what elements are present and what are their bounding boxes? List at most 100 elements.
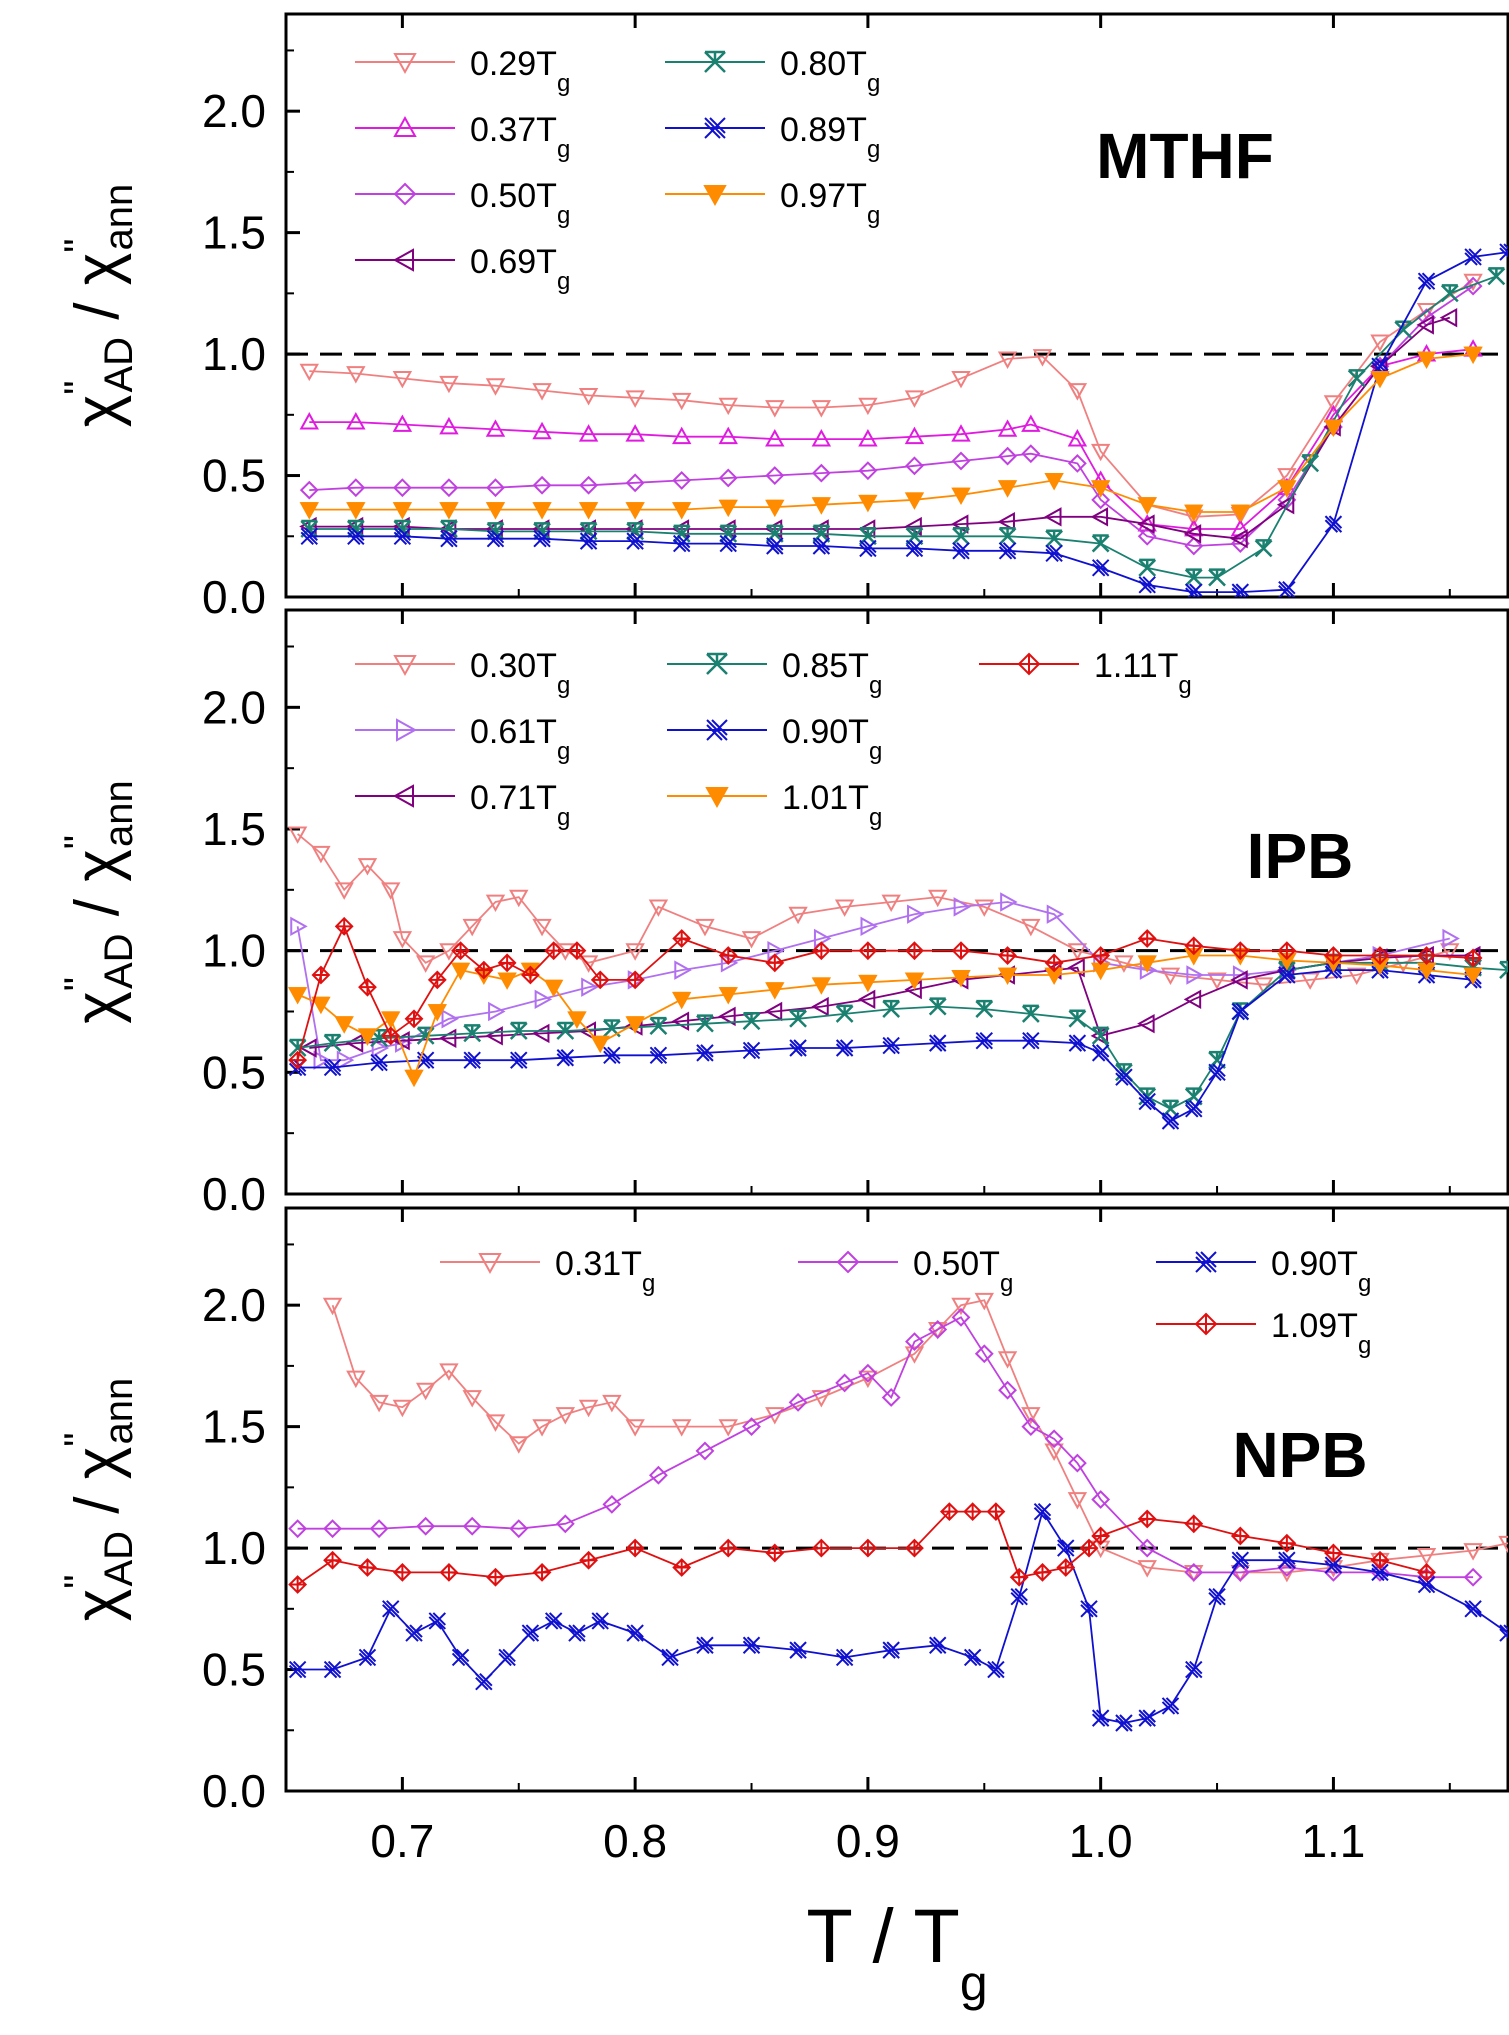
data-point-0.85 xyxy=(509,1021,528,1040)
data-point-0.90 xyxy=(742,1636,761,1654)
data-point-0.90 xyxy=(1324,1556,1343,1574)
data-point-0.50 xyxy=(532,475,552,495)
data-point-0.80 xyxy=(579,522,598,541)
data-point-1.09 xyxy=(718,1538,738,1558)
data-point-0.80 xyxy=(486,522,505,541)
data-point-0.80 xyxy=(859,527,877,546)
data-point-1.11 xyxy=(288,1050,308,1070)
legend-label-0.61: 0.61Tg xyxy=(470,713,570,765)
data-point-0.29 xyxy=(578,387,599,406)
legend-marker-1.11 xyxy=(1017,652,1041,676)
data-point-0.61 xyxy=(581,977,599,997)
series-line-0.90 xyxy=(297,1509,1508,1724)
panel-label: IPB xyxy=(1247,820,1354,892)
data-point-1.11 xyxy=(1277,941,1297,961)
data-point-0.50 xyxy=(1021,444,1041,464)
data-point-0.30 xyxy=(532,918,552,937)
data-point-0.90 xyxy=(288,1660,307,1679)
data-point-0.29 xyxy=(1370,334,1390,352)
data-point-0.30 xyxy=(648,899,669,917)
data-point-0.69 xyxy=(1044,507,1062,527)
data-point-0.50 xyxy=(1137,526,1157,546)
y-tick-label: 0.0 xyxy=(202,1765,266,1817)
data-point-0.90 xyxy=(1208,1587,1226,1606)
data-point-0.30 xyxy=(1347,967,1367,986)
legend-label-0.50: 0.50Tg xyxy=(470,177,570,229)
data-point-0.85 xyxy=(556,1021,575,1040)
legend-marker-0.80 xyxy=(704,50,726,73)
data-point-0.50 xyxy=(881,1388,901,1407)
data-point-0.30 xyxy=(392,931,413,949)
data-point-0.29 xyxy=(1277,468,1297,486)
data-point-0.50 xyxy=(742,1417,761,1437)
data-point-0.90 xyxy=(544,1612,563,1630)
data-point-0.30 xyxy=(287,826,308,844)
data-point-1.11 xyxy=(951,941,971,961)
data-point-0.85 xyxy=(1068,1009,1087,1028)
x-tick-label: 0.7 xyxy=(370,1815,434,1867)
y-tick-label: 2.0 xyxy=(202,681,266,733)
y-axis-label: χ"AD / χ"ann xyxy=(57,780,141,1024)
data-point-0.85 xyxy=(928,997,947,1016)
y-tick-label: 0.0 xyxy=(202,571,266,623)
data-point-0.31 xyxy=(1067,1492,1088,1510)
data-point-0.90 xyxy=(1091,1709,1110,1727)
data-point-0.80 xyxy=(1184,568,1203,587)
x-tick-label: 0.9 xyxy=(836,1815,900,1867)
data-point-0.89 xyxy=(579,532,598,550)
data-point-0.30 xyxy=(509,889,529,908)
data-point-0.50 xyxy=(998,446,1017,466)
legend-label-1.11: 1.11Tg xyxy=(1094,647,1192,699)
data-point-1.11 xyxy=(1324,946,1343,965)
legend-label-0.31: 0.31Tg xyxy=(555,1245,655,1297)
data-point-1.11 xyxy=(1370,946,1390,965)
data-point-0.61 xyxy=(1000,892,1018,912)
data-point-1.09 xyxy=(392,1562,412,1582)
data-point-0.89 xyxy=(1324,515,1343,533)
data-point-0.90 xyxy=(1115,1068,1133,1086)
data-point-0.71 xyxy=(764,1001,783,1022)
data-point-0.61 xyxy=(1186,965,1204,985)
series-line-0.29 xyxy=(309,280,1474,518)
data-point-0.61 xyxy=(336,1050,355,1070)
data-point-0.89 xyxy=(1417,272,1436,290)
legend-marker-0.71 xyxy=(392,784,414,808)
data-point-0.90 xyxy=(882,1036,900,1055)
data-point-0.31 xyxy=(858,1370,878,1389)
series-line-0.30 xyxy=(297,833,1451,986)
data-point-0.61 xyxy=(953,897,972,917)
legend-marker-0.69 xyxy=(392,248,414,272)
data-point-1.11 xyxy=(905,941,924,961)
data-point-1.11 xyxy=(625,970,645,990)
data-point-0.90 xyxy=(987,1660,1005,1679)
data-point-0.80 xyxy=(533,522,551,541)
data-point-0.80 xyxy=(1487,267,1506,286)
data-point-1.11 xyxy=(404,1009,424,1029)
y-tick-label: 1.5 xyxy=(202,1401,266,1453)
data-point-1.11 xyxy=(1044,953,1064,973)
data-point-0.50 xyxy=(323,1519,342,1539)
data-point-1.09 xyxy=(1137,1509,1157,1529)
data-point-0.29 xyxy=(997,351,1018,370)
data-point-1.11 xyxy=(427,970,447,990)
legend-marker-0.50 xyxy=(393,182,417,206)
data-point-0.90 xyxy=(1185,1660,1203,1679)
data-point-0.31 xyxy=(1463,1543,1483,1561)
data-point-1.11 xyxy=(1417,946,1436,965)
data-point-0.90 xyxy=(1161,1697,1180,1715)
data-point-0.90 xyxy=(975,1031,993,1050)
data-point-0.89 xyxy=(952,542,970,560)
legend-label-0.97: 0.97Tg xyxy=(780,177,880,229)
data-point-0.37 xyxy=(718,426,738,445)
data-point-0.50 xyxy=(835,1373,855,1393)
data-point-0.50 xyxy=(718,468,738,488)
data-point-0.80 xyxy=(812,524,831,543)
data-point-0.37 xyxy=(811,429,832,447)
data-point-0.29 xyxy=(1032,349,1053,367)
data-point-0.89 xyxy=(1371,357,1389,375)
data-point-0.31 xyxy=(625,1419,645,1437)
data-point-1.09 xyxy=(439,1562,459,1582)
series-group xyxy=(299,243,1508,597)
data-point-0.71 xyxy=(1183,989,1202,1010)
